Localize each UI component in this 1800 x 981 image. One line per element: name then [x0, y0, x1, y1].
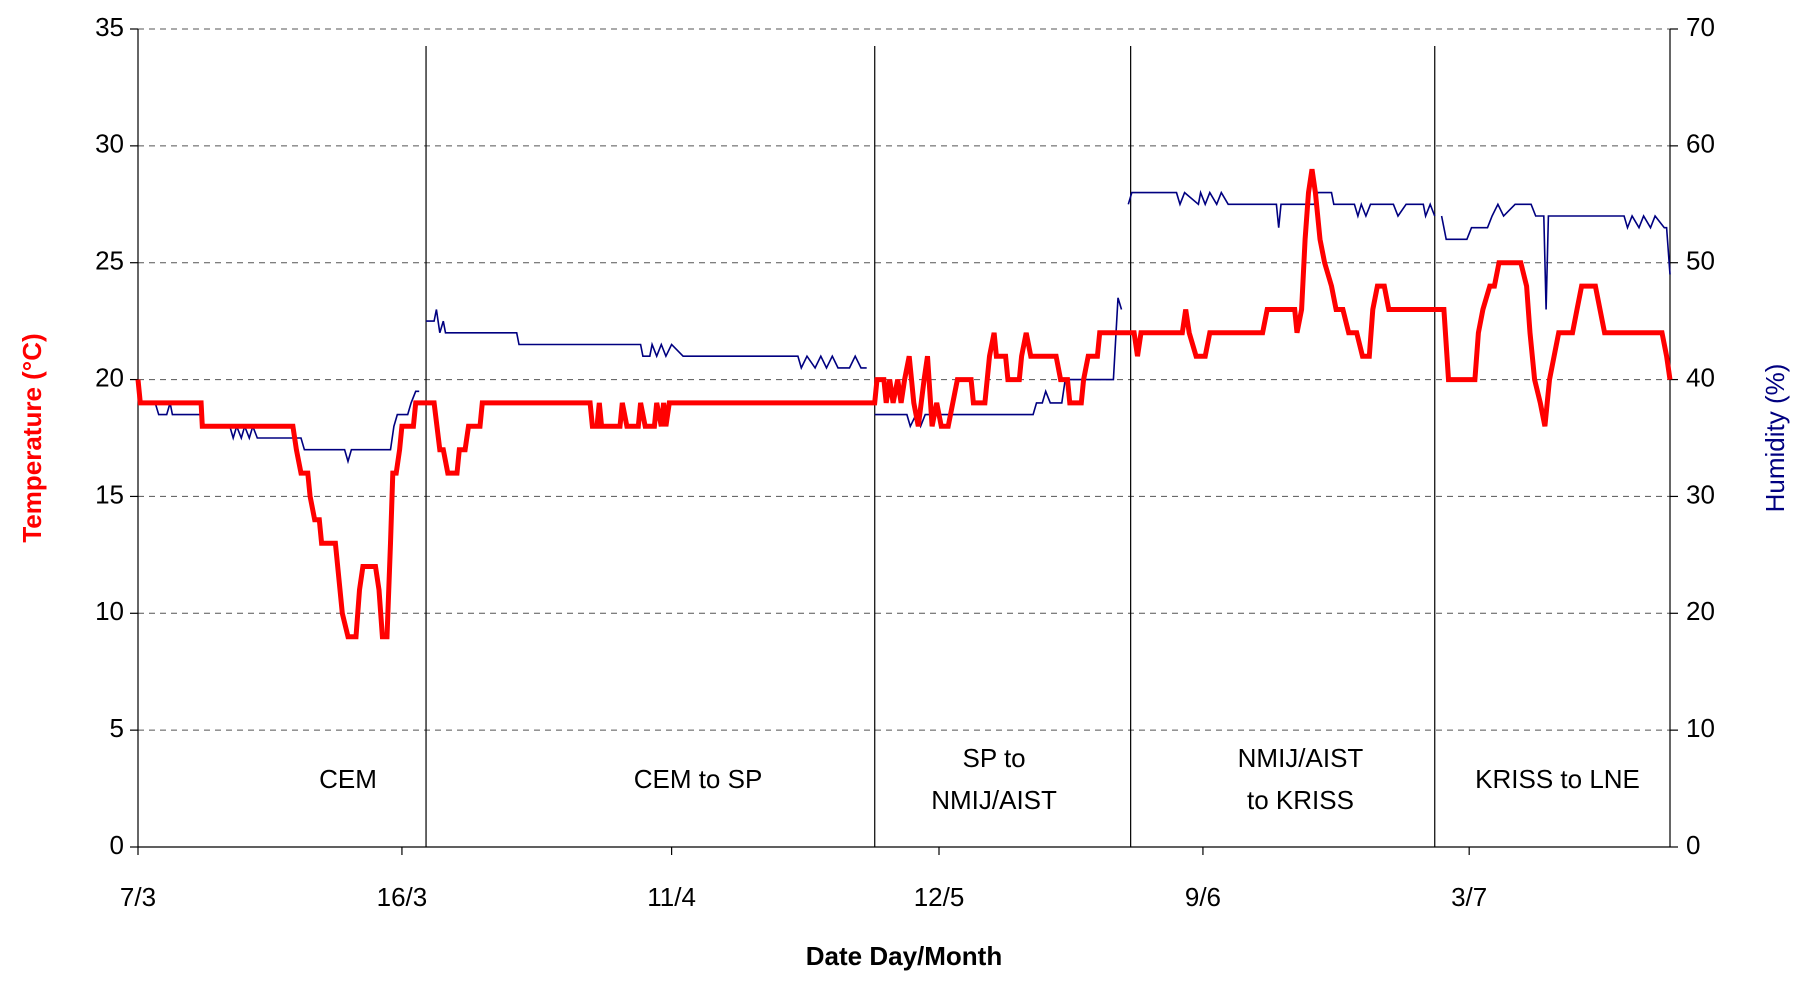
x-axis-label: Date Day/Month [806, 941, 1002, 971]
y-axis-label: Temperature (°C) [17, 333, 47, 542]
y-tick-label: 30 [95, 129, 124, 159]
series-line [137, 189, 1671, 465]
x-tick-label: 11/4 [647, 882, 696, 912]
y2-axis-label: Humidity (%) [1760, 364, 1790, 513]
segment-label: to KRISS [1247, 785, 1354, 815]
segment-label: SP to [963, 743, 1026, 773]
segment-label: NMIJ/AIST [1238, 743, 1364, 773]
y2-tick-label: 30 [1686, 479, 1715, 509]
y2-tick-label: 50 [1686, 246, 1715, 276]
y-tick-label: 0 [110, 830, 124, 860]
segment-label: CEM to SP [634, 764, 763, 794]
x-tick-label: 3/7 [1451, 882, 1487, 912]
y2-tick-label: 40 [1686, 362, 1715, 392]
segment-label: NMIJ/AIST [931, 785, 1057, 815]
y-tick-label: 5 [110, 713, 124, 743]
x-tick-label: 16/3 [377, 882, 428, 912]
y2-tick-label: 20 [1686, 596, 1715, 626]
y2-tick-label: 0 [1686, 830, 1700, 860]
x-tick-label: 9/6 [1185, 882, 1221, 912]
series-line [135, 168, 1673, 640]
x-tick-label: 12/5 [914, 882, 965, 912]
y2-tick-label: 70 [1686, 12, 1715, 42]
segment-label: KRISS to LNE [1475, 764, 1640, 794]
y-tick-label: 25 [95, 246, 124, 276]
y-tick-label: 10 [95, 596, 124, 626]
y-tick-label: 35 [95, 12, 124, 42]
y-tick-label: 20 [95, 362, 124, 392]
y-tick-label: 15 [95, 479, 124, 509]
x-tick-label: 7/3 [120, 882, 156, 912]
y2-tick-label: 10 [1686, 713, 1715, 743]
segment-label: CEM [319, 764, 377, 794]
y2-tick-label: 60 [1686, 129, 1715, 159]
